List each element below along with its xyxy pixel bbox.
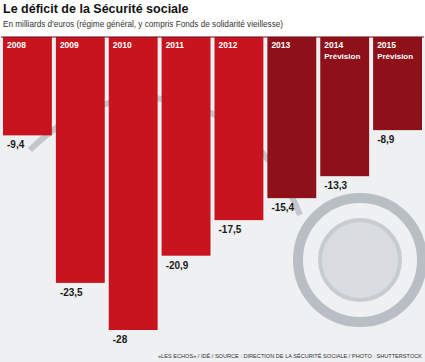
- category-label: 2008: [7, 40, 26, 50]
- data-label: -17,5: [219, 224, 242, 235]
- category-label: 2010: [113, 40, 132, 50]
- background: [0, 0, 425, 362]
- category-label: 2011: [166, 40, 185, 50]
- bar: [215, 37, 264, 220]
- data-label: -23,5: [60, 287, 83, 298]
- data-label: -8,9: [377, 134, 395, 145]
- data-label: -9,4: [7, 139, 25, 150]
- baseline: [1, 37, 424, 38]
- title: Le déficit de la Sécurité sociale: [3, 2, 189, 16]
- subtitle: En milliards d'euros (régime général, y …: [3, 20, 283, 29]
- bar: [267, 37, 316, 198]
- bar: [320, 37, 369, 176]
- chart-container: Le déficit de la Sécurité sociale En mill…: [0, 0, 425, 362]
- chart: Le déficit de la Sécurité sociale En mill…: [0, 0, 425, 362]
- category-label: 2015: [377, 40, 396, 50]
- annotation: Prévision: [377, 52, 413, 61]
- data-label: -15,4: [271, 202, 294, 213]
- category-label: 2013: [271, 40, 290, 50]
- photo-decoration: [298, 198, 422, 322]
- category-label: 2009: [60, 40, 79, 50]
- data-label: -20,9: [166, 260, 189, 271]
- bar: [109, 37, 158, 330]
- data-label: -28: [113, 334, 128, 345]
- photo-decoration: [320, 220, 400, 300]
- category-label: 2014: [324, 40, 343, 50]
- bar: [3, 37, 52, 135]
- source: «LES ECHOS» / IDÉ / SOURCE : DIRECTION D…: [158, 353, 422, 359]
- bar: [56, 37, 105, 283]
- bar: [373, 37, 422, 130]
- category-label: 2012: [219, 40, 238, 50]
- header-background: [0, 0, 425, 36]
- data-label: -13,3: [324, 180, 347, 191]
- bars: [3, 37, 422, 330]
- annotation: Prévision: [324, 52, 360, 61]
- labels: 2008 2009 2010 2011 2012 2013 2014 2015 Prévisio…: [7, 40, 413, 345]
- bar: [162, 37, 211, 256]
